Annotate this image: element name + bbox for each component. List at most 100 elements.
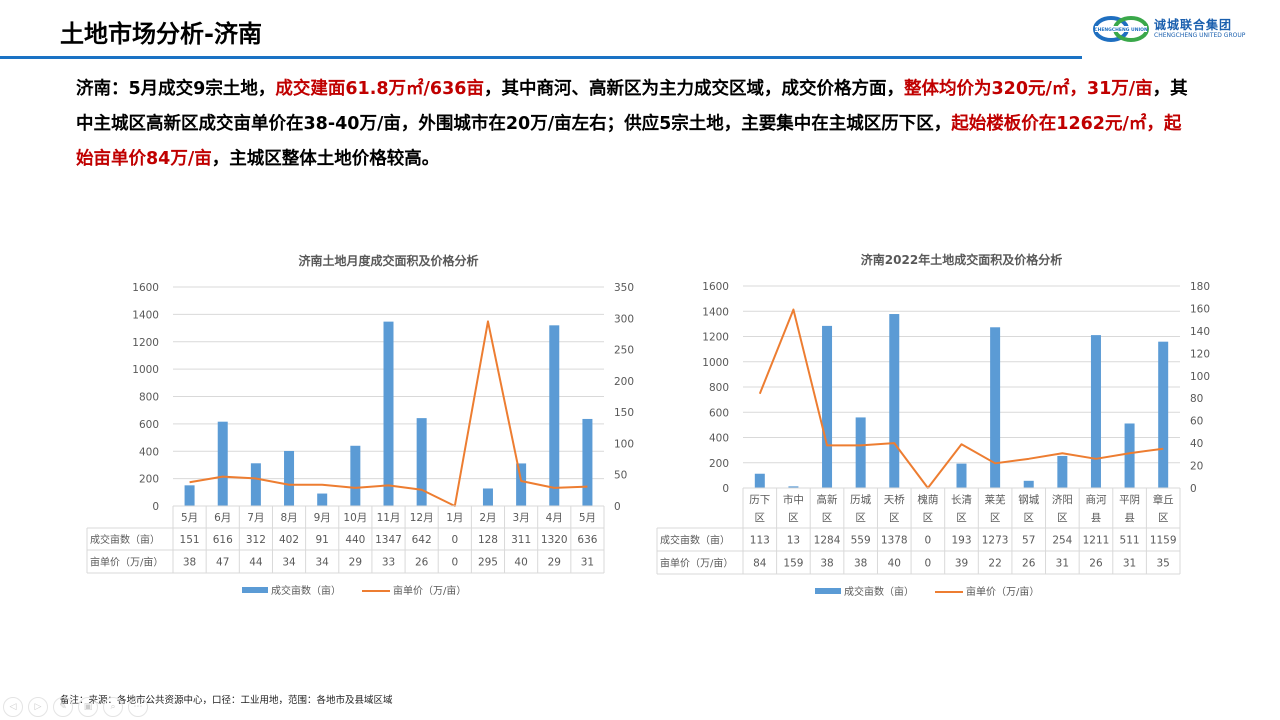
category-label: 区 [1023,512,1033,524]
summary-segment: ，其中主城区高新区成交亩单价在38-40万/亩，外围城市在20万/亩左右；供应5… [76,79,1188,134]
table-cell: 1211 [1083,535,1110,547]
bar [754,473,765,488]
right-axis-tick: 150 [614,407,634,419]
right-axis-tick: 100 [1190,371,1210,383]
right-axis-tick: 40 [1190,438,1203,450]
table-cell: 26 [1089,558,1103,570]
right-axis-tick: 80 [1190,393,1203,405]
bar [549,325,560,506]
category-label: 县 [1124,512,1135,524]
table-cell: 113 [750,535,770,547]
slides-icon[interactable]: ▣ [78,697,98,717]
bar [855,417,866,488]
bar [416,418,427,506]
table-cell: 1320 [541,534,568,546]
table-cell: 34 [316,557,330,569]
price-line [758,308,1164,489]
table-cell: 38 [183,557,196,569]
category-label: 长清 [951,493,972,506]
category-label: 区 [923,512,934,524]
category-label: 3月 [513,512,530,524]
previous-icon[interactable]: ◁ [3,697,23,717]
bar [184,485,195,506]
category-label: 7月 [247,512,264,524]
table-cell: 31 [581,557,594,569]
table-cell: 402 [279,534,299,546]
category-label: 天桥 [884,494,905,506]
price-line [189,320,588,507]
category-label: 区 [1158,512,1169,524]
next-icon[interactable]: ▷ [28,697,48,717]
table-cell: 0 [925,535,932,547]
bar [284,450,295,506]
table-cell: 1284 [814,535,841,547]
table-cell: 33 [382,557,395,569]
table-cell: 311 [511,534,531,546]
left-axis-tick: 1200 [132,337,159,349]
table-cell: 22 [988,558,1001,570]
summary-paragraph: 济南：5月成交9宗土地，成交建面61.8万㎡/636亩，其中商河、高新区为主力成… [76,72,1196,177]
left-axis-tick: 1400 [132,309,159,321]
bar [250,463,261,506]
table-cell: 13 [787,535,800,547]
table-cell: 1378 [881,535,908,547]
bar [1090,335,1101,488]
table-cell: 1347 [375,534,402,546]
legend-bar-swatch [242,587,268,593]
bar [1158,341,1169,488]
table-cell: 31 [1123,558,1136,570]
table-cell: 35 [1157,558,1170,570]
category-label: 章丘 [1153,493,1174,506]
category-label: 县 [1091,512,1102,524]
category-label: 平阴 [1119,494,1140,506]
category-label: 商河 [1085,493,1106,506]
table-cell: 29 [548,557,561,569]
category-label: 11月 [377,512,401,524]
title-divider [0,56,1082,59]
legend-label: 亩单价（万/亩） [393,584,466,597]
bar [582,418,593,506]
table-cell: 511 [1120,535,1140,547]
bar [956,463,967,488]
summary-highlight: 起始楼板价在1262元/㎡，起始亩单价84万/亩 [76,114,1182,169]
legend-label: 成交亩数（亩） [271,584,341,597]
table-cell: 34 [282,557,296,569]
company-logo: CHENGCHENG UNION 诚城联合集团 CHENGCHENG UNITE… [1092,12,1272,46]
table-cell: 0 [925,558,932,570]
left-axis-tick: 400 [139,446,159,458]
pen-icon[interactable]: ✎ [53,697,73,717]
right-axis-tick: 250 [614,345,634,357]
right-axis-tick: 0 [614,501,621,513]
bar [1124,423,1135,488]
category-label: 槐荫 [917,493,938,506]
bar [217,421,228,506]
right-axis-tick: 0 [1190,483,1197,495]
left-axis-tick: 1200 [702,332,729,344]
table-cell: 38 [820,558,833,570]
bar [1023,480,1034,488]
category-label: 市中 [783,493,804,506]
right-axis-tick: 20 [1190,461,1203,473]
summary-highlight: 成交建面61.8万㎡/636亩 [275,79,484,99]
table-cell: 636 [577,534,597,546]
bar [1057,455,1068,488]
category-label: 区 [788,512,799,524]
legend-bar-swatch [815,588,841,594]
table-cell: 0 [451,534,458,546]
left-axis-tick: 200 [139,474,159,486]
category-label: 历下 [749,494,770,506]
more-icon[interactable]: ⋯ [128,697,148,717]
table-cell: 44 [249,557,263,569]
district-land-chart: 济南2022年土地成交面积及价格分析 0 200 400 600 800 1000 1200 1… [650,240,1220,610]
left-axis-tick: 1600 [132,282,159,294]
table-cell: 26 [1022,558,1036,570]
table-cell: 57 [1022,535,1035,547]
legend-label: 亩单价（万/亩） [966,585,1039,598]
table-cell: 440 [345,534,365,546]
right-axis-tick: 120 [1190,348,1210,360]
zoom-icon[interactable]: ⌕ [103,697,123,717]
summary-segment: ，其中商河、高新区为主力成交区域，成交价格方面， [483,79,904,99]
right-axis-tick: 350 [614,282,634,294]
logo-text-cn: 诚城联合集团 [1154,18,1233,32]
left-axis-tick: 1000 [132,364,159,376]
